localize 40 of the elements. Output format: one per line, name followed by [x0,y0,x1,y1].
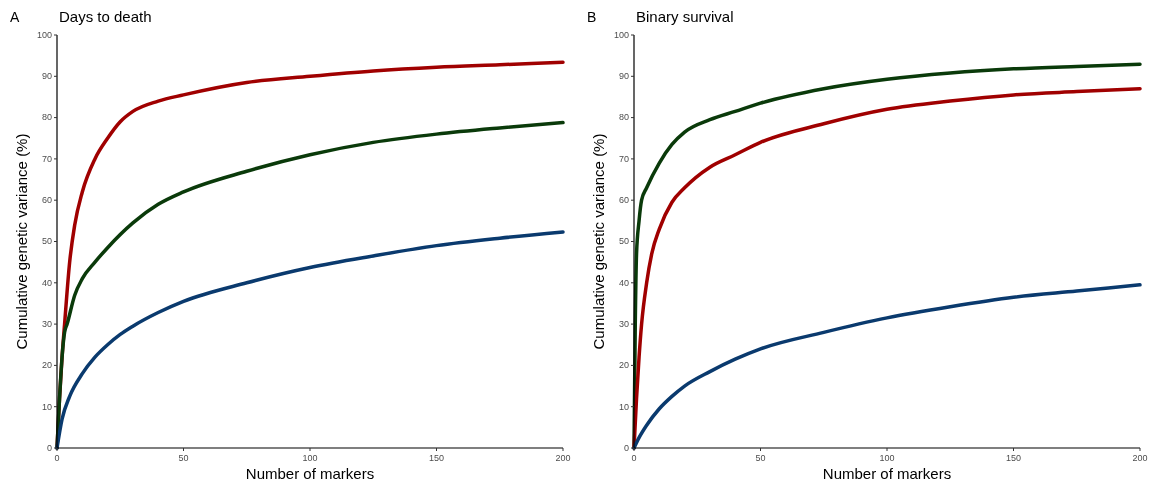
x-tick-label: 50 [178,453,189,463]
x-tick-label: 150 [1005,453,1022,463]
y-tick-label: 100 [613,29,629,40]
y-tick-label: 10 [618,401,629,412]
x-tick-label: 150 [428,453,445,463]
y-tick-label: 20 [618,360,629,371]
x-tick-label: 200 [555,453,571,463]
x-tick-label: 50 [755,453,766,463]
x-tick-label: 0 [631,453,637,463]
chart-title: Binary survival [636,8,734,25]
y-tick-label: 0 [46,442,52,453]
y-axis-title: Cumulative genetic variance (%) [13,133,30,350]
y-tick-label: 40 [41,277,52,288]
y-tick-label: 60 [41,195,52,206]
y-tick-label: 60 [618,195,629,206]
x-tick-label: 100 [302,453,318,463]
y-tick-label: 80 [618,112,629,123]
y-axis-title: Cumulative genetic variance (%) [590,133,607,350]
x-tick-label: 100 [879,453,895,463]
text: A [10,9,20,25]
y-tick-label: 30 [41,318,52,329]
y-tick-label: 40 [618,277,629,288]
y-tick-label: 30 [618,318,629,329]
y-tick-label: 70 [618,153,629,164]
x-axis-title: Number of markers [822,465,952,482]
y-tick-label: 90 [41,71,52,82]
y-tick-label: 20 [41,360,52,371]
y-tick-label: 50 [41,236,52,247]
x-tick-label: 200 [1132,453,1148,463]
chart-title: Days to death [59,8,152,25]
y-tick-label: 70 [41,153,52,164]
x-axis-title: Number of markers [245,465,375,482]
y-tick-label: 100 [36,29,52,40]
y-tick-label: 50 [618,236,629,247]
y-tick-label: 90 [618,71,629,82]
x-tick-label: 0 [54,453,60,463]
text: B [587,9,597,25]
y-tick-label: 80 [41,112,52,123]
y-tick-label: 0 [623,442,629,453]
y-tick-label: 10 [41,401,52,412]
